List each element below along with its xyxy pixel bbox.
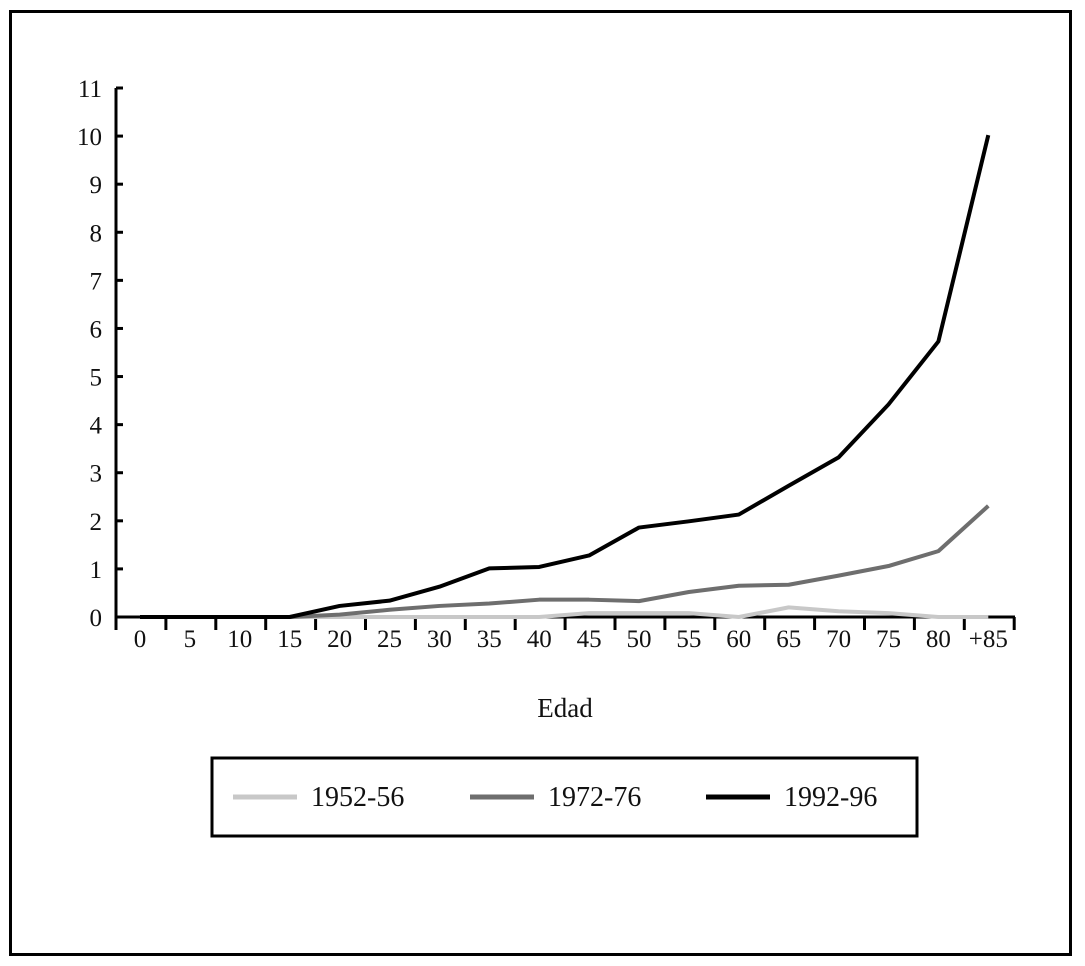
x-tick-label: 75 bbox=[876, 626, 901, 653]
x-tick-label: 65 bbox=[776, 626, 801, 653]
y-tick-label: 1 bbox=[90, 557, 103, 584]
legend-label: 1972-76 bbox=[548, 782, 641, 813]
x-tick-label: 0 bbox=[134, 626, 147, 653]
x-tick-label: 50 bbox=[627, 626, 652, 653]
series-lines bbox=[139, 134, 991, 619]
y-tick-label: 3 bbox=[90, 461, 103, 488]
x-tick-label: 60 bbox=[726, 626, 751, 653]
y-tick-label: 4 bbox=[90, 413, 103, 440]
y-axis: 0 1 2 3 4 5 6 7 8 9 10 11 bbox=[77, 76, 123, 632]
legend: 1952-56 1972-76 1992-96 bbox=[210, 756, 919, 838]
y-tick-label: 9 bbox=[90, 172, 103, 199]
x-axis-title: Edad bbox=[537, 693, 593, 723]
x-tick-label: 40 bbox=[527, 626, 552, 653]
x-tick-label: 80 bbox=[926, 626, 951, 653]
y-tick-label: 7 bbox=[90, 268, 103, 295]
x-tick-label: 45 bbox=[577, 626, 602, 653]
x-tick-label: 30 bbox=[427, 626, 452, 653]
y-tick-label: 2 bbox=[90, 509, 103, 536]
x-tick-label: +85 bbox=[969, 626, 1008, 653]
legend-box bbox=[210, 756, 919, 838]
y-tick-label: 8 bbox=[90, 220, 103, 247]
y-tick-label: 11 bbox=[78, 76, 102, 103]
x-tick-label: 20 bbox=[327, 626, 352, 653]
y-tick-label: 0 bbox=[90, 605, 103, 632]
x-tick-label: 10 bbox=[227, 626, 252, 653]
y-tick-label: 6 bbox=[90, 316, 103, 343]
x-tick-label: 5 bbox=[184, 626, 197, 653]
legend-label: 1992-96 bbox=[784, 782, 877, 813]
y-tick-label: 10 bbox=[77, 124, 102, 151]
x-tick-label: 15 bbox=[277, 626, 302, 653]
x-tick-label: 70 bbox=[826, 626, 851, 653]
series-line-1992-96 bbox=[140, 134, 991, 619]
y-tick-label: 5 bbox=[90, 365, 103, 392]
legend-label: 1952-56 bbox=[311, 782, 404, 813]
chart-frame bbox=[9, 10, 1072, 956]
x-tick-label: 25 bbox=[377, 626, 402, 653]
x-axis: 0 5 10 15 20 25 30 35 40 45 50 55 60 65 70 75 80 +85 bbox=[114, 615, 1016, 653]
x-tick-label: 35 bbox=[477, 626, 502, 653]
x-tick-label: 55 bbox=[676, 626, 701, 653]
